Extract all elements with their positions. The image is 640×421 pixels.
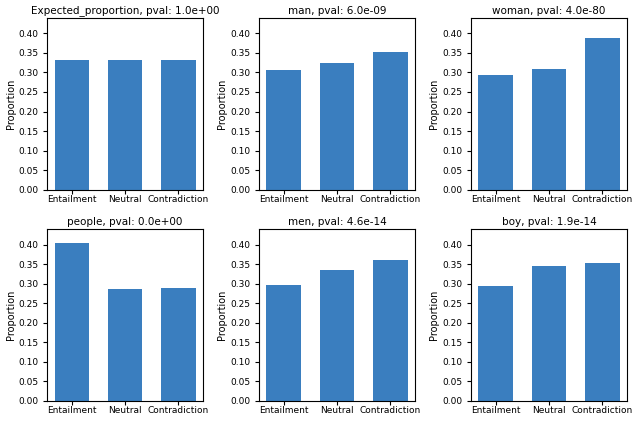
Bar [373, 52, 408, 190]
Bar [585, 38, 620, 190]
Bar [479, 75, 513, 190]
Bar [532, 69, 566, 190]
Title: woman, pval: 4.0e-80: woman, pval: 4.0e-80 [492, 5, 605, 16]
Bar [108, 59, 143, 190]
Bar [266, 70, 301, 190]
Y-axis label: Proportion: Proportion [429, 79, 440, 129]
Title: men, pval: 4.6e-14: men, pval: 4.6e-14 [288, 217, 387, 227]
Bar [320, 64, 355, 190]
Title: boy, pval: 1.9e-14: boy, pval: 1.9e-14 [502, 217, 596, 227]
Bar [108, 290, 143, 401]
Y-axis label: Proportion: Proportion [218, 79, 227, 129]
Y-axis label: Proportion: Proportion [429, 290, 440, 340]
Bar [373, 260, 408, 401]
Title: Expected_proportion, pval: 1.0e+00: Expected_proportion, pval: 1.0e+00 [31, 5, 220, 16]
Bar [479, 285, 513, 401]
Y-axis label: Proportion: Proportion [218, 290, 227, 340]
Bar [54, 242, 89, 401]
Title: man, pval: 6.0e-09: man, pval: 6.0e-09 [288, 5, 387, 16]
Bar [532, 266, 566, 401]
Bar [161, 288, 196, 401]
Bar [161, 59, 196, 190]
Bar [266, 285, 301, 401]
Bar [585, 263, 620, 401]
Y-axis label: Proportion: Proportion [6, 79, 15, 129]
Y-axis label: Proportion: Proportion [6, 290, 15, 340]
Bar [54, 59, 89, 190]
Bar [320, 270, 355, 401]
Title: people, pval: 0.0e+00: people, pval: 0.0e+00 [67, 217, 183, 227]
